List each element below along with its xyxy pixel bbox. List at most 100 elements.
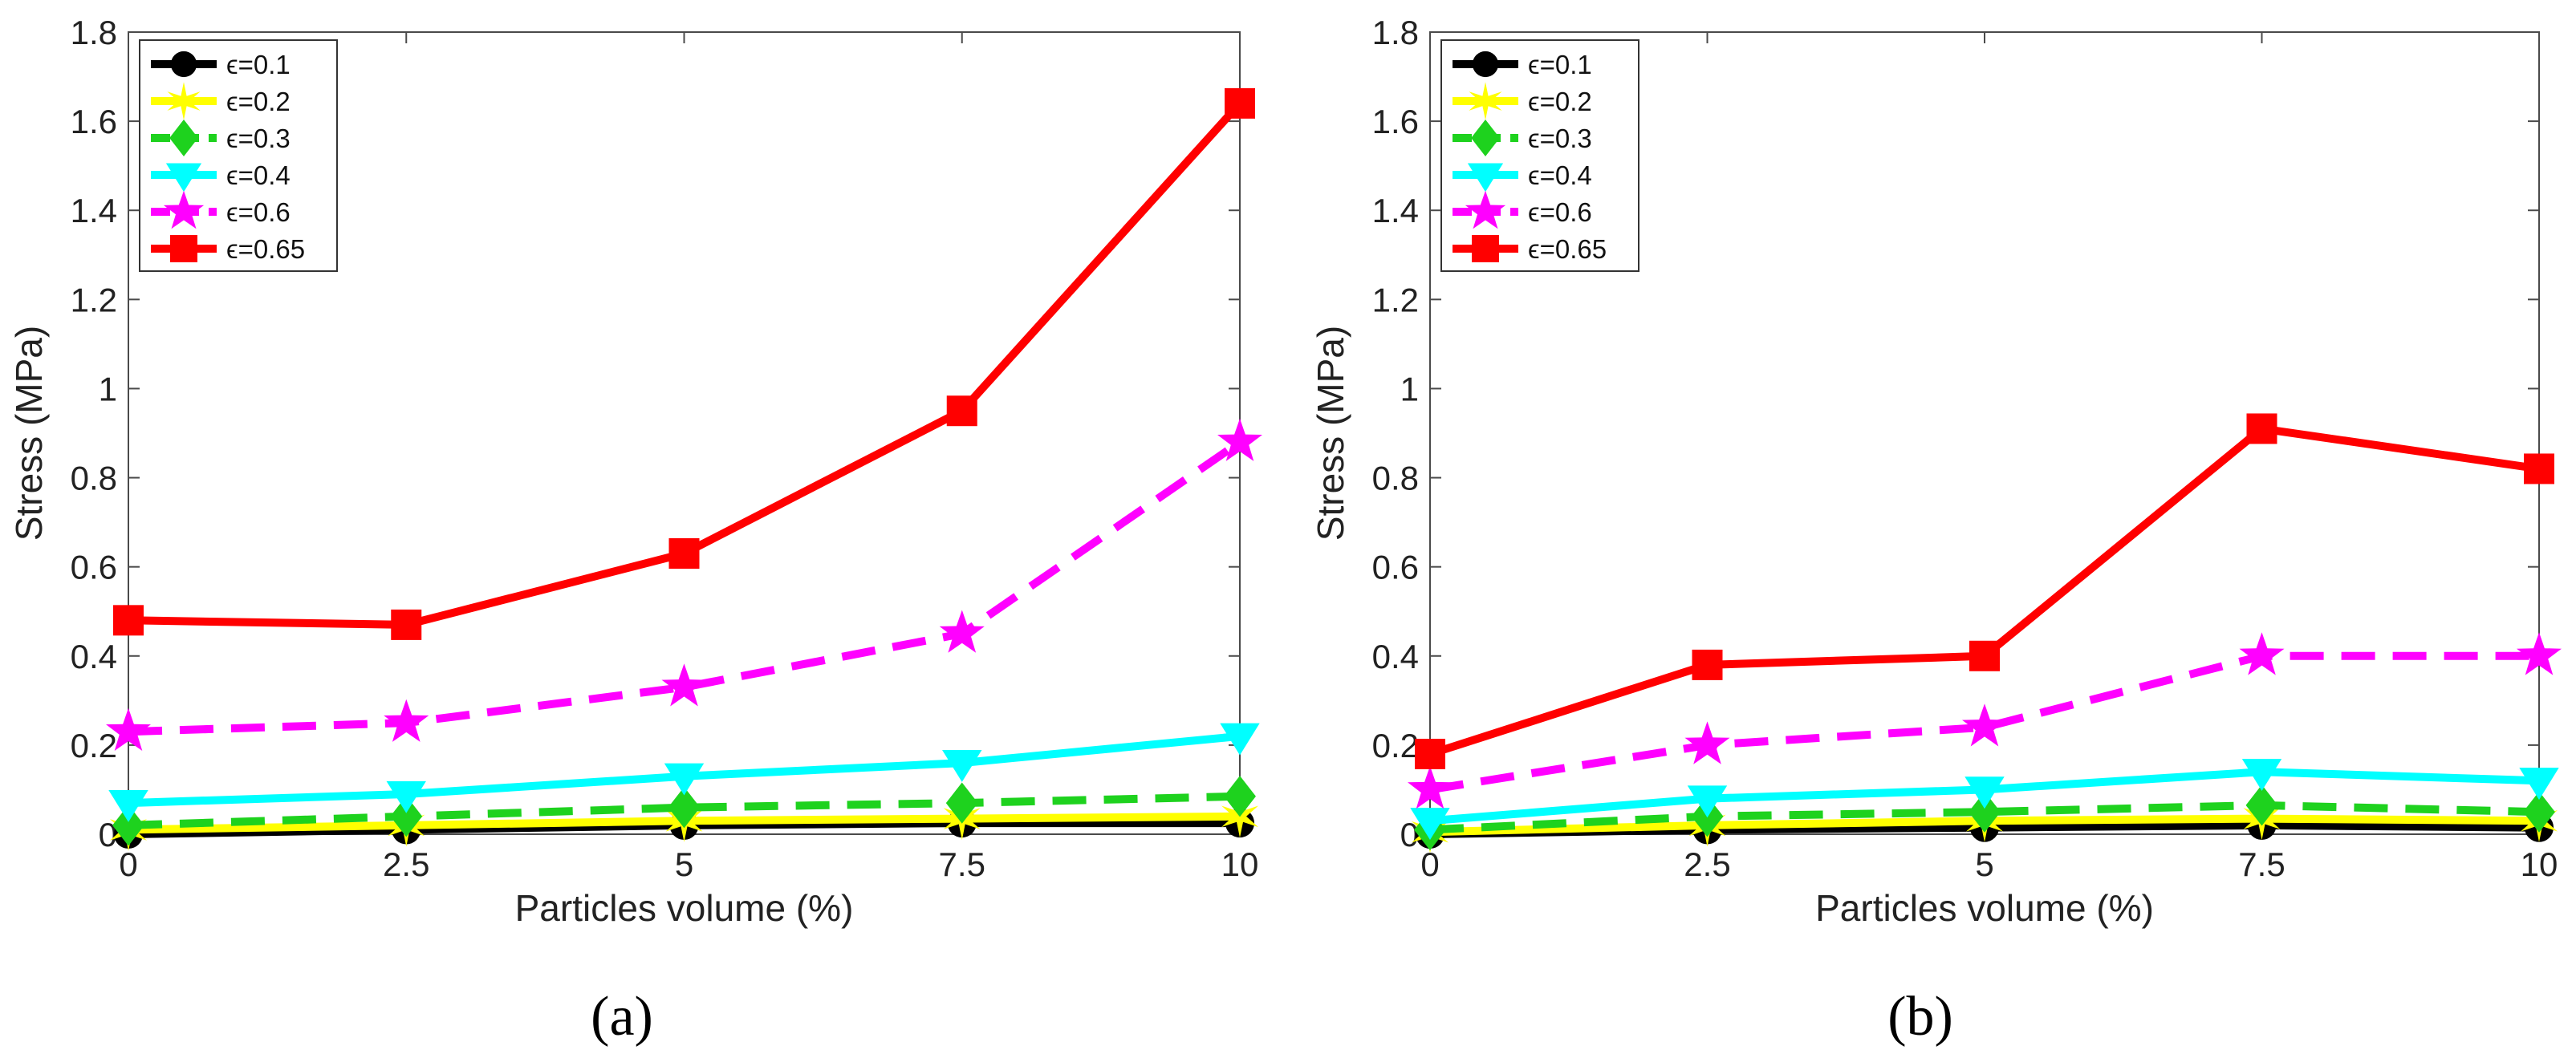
data-point xyxy=(1220,723,1260,756)
y-tick-label: 0.6 xyxy=(1372,549,1419,586)
legend-label: ϵ=0.65 xyxy=(1528,234,1607,264)
legend-item: ϵ=0.1 xyxy=(151,50,291,79)
legend-item: ϵ=0.2 xyxy=(1453,82,1592,120)
data-point xyxy=(946,395,977,427)
series-line xyxy=(128,792,1241,829)
x-tick-label: 0 xyxy=(1420,845,1439,883)
y-tick-label: 1.6 xyxy=(1372,103,1419,140)
legend-box xyxy=(139,39,338,272)
data-point xyxy=(661,663,707,707)
legend-label: ϵ=0.65 xyxy=(226,234,305,264)
data-point xyxy=(1684,721,1730,764)
data-point xyxy=(113,605,144,636)
legend-box xyxy=(1440,39,1639,272)
data-point xyxy=(1969,791,2001,833)
series-0.4 xyxy=(1410,759,2559,841)
x-tick-label: 7.5 xyxy=(2238,845,2285,883)
x-axis-label: Particles volume (%) xyxy=(515,887,854,929)
series-0.6 xyxy=(1408,632,2562,809)
legend-item: ϵ=0.4 xyxy=(151,160,291,193)
series-0.3 xyxy=(112,776,1256,846)
legend-label: ϵ=0.4 xyxy=(1528,160,1592,190)
y-tick-label: 0.6 xyxy=(71,549,117,586)
legend-item: ϵ=0.2 xyxy=(151,82,291,120)
y-tick-label: 1.6 xyxy=(71,103,117,140)
data-point xyxy=(2241,759,2282,791)
y-tick-label: 0.8 xyxy=(1372,460,1419,497)
data-point xyxy=(386,780,426,813)
y-tick-label: 1.4 xyxy=(71,192,117,229)
x-tick-label: 5 xyxy=(1975,845,1993,883)
legend-label: ϵ=0.2 xyxy=(1528,87,1592,116)
legend-label: ϵ=0.1 xyxy=(226,50,291,79)
data-point xyxy=(2246,413,2277,444)
legend: ϵ=0.1 ϵ=0.2 ϵ=0.3 ϵ=0.4 ϵ=0.6 ϵ=0.65 xyxy=(139,39,338,272)
data-point xyxy=(668,787,701,829)
data-point xyxy=(2245,784,2278,826)
legend-label: ϵ=0.6 xyxy=(226,197,291,227)
series-0.65 xyxy=(1415,413,2554,769)
series-0.4 xyxy=(108,723,1260,822)
y-tick-label: 0 xyxy=(1400,816,1419,853)
legend-label: ϵ=0.3 xyxy=(226,124,291,153)
data-point xyxy=(108,789,148,822)
legend-label: ϵ=0.2 xyxy=(226,87,291,116)
data-point xyxy=(106,707,151,751)
legend-swatch-marker xyxy=(165,163,202,193)
data-point xyxy=(664,763,705,796)
series-line xyxy=(128,438,1242,736)
legend-swatch-marker xyxy=(1467,163,1504,193)
x-tick-label: 10 xyxy=(2521,845,2558,883)
data-point xyxy=(1225,87,1255,119)
legend-item: ϵ=0.3 xyxy=(1453,120,1592,156)
legend-swatch-marker xyxy=(167,82,201,120)
data-point xyxy=(1415,739,1445,769)
legend-swatch-marker xyxy=(1472,51,1499,78)
y-tick-label: 1.2 xyxy=(71,281,117,318)
data-point xyxy=(2517,632,2562,675)
legend-swatch-marker xyxy=(170,51,197,78)
legend-swatch-marker xyxy=(170,235,197,262)
x-tick-label: 2.5 xyxy=(383,845,429,883)
y-axis-label: Stress (MPa) xyxy=(8,326,50,541)
series-0.65 xyxy=(113,87,1255,640)
y-tick-label: 1.4 xyxy=(1372,192,1419,229)
legend-swatch-marker xyxy=(169,120,198,156)
legend-item: ϵ=0.65 xyxy=(151,234,305,264)
y-tick-label: 1.8 xyxy=(1372,14,1419,51)
legend-item: ϵ=0.1 xyxy=(1453,50,1592,79)
data-point xyxy=(945,782,978,824)
series-0.6 xyxy=(106,418,1262,751)
data-point xyxy=(939,610,985,653)
legend: ϵ=0.1 ϵ=0.2 ϵ=0.3 ϵ=0.4 ϵ=0.6 ϵ=0.65 xyxy=(1440,39,1639,272)
legend-item: ϵ=0.6 xyxy=(1453,190,1592,229)
data-point xyxy=(1224,776,1256,817)
data-point xyxy=(1408,766,1453,809)
legend-swatch-marker xyxy=(1471,120,1500,156)
y-tick-label: 1.8 xyxy=(71,14,117,51)
data-point xyxy=(1217,418,1262,461)
data-point xyxy=(1969,640,2000,671)
data-point xyxy=(1965,776,2005,809)
data-point xyxy=(2524,453,2554,484)
chart-panel-a: 0 2.5 5 7.5 1000.20.40.60.811.21.41.61.8Part… xyxy=(8,14,1262,929)
y-tick-label: 0.8 xyxy=(71,460,117,497)
y-tick-label: 0.4 xyxy=(1372,638,1419,675)
y-tick-label: 0.2 xyxy=(71,727,117,764)
y-tick-label: 0.2 xyxy=(1372,727,1419,764)
data-point xyxy=(1962,703,2007,747)
data-point xyxy=(668,538,700,569)
x-axis-label: Particles volume (%) xyxy=(1815,887,2154,929)
data-point xyxy=(942,749,982,782)
legend-item: ϵ=0.4 xyxy=(1453,160,1592,193)
legend-item: ϵ=0.3 xyxy=(151,120,291,156)
chart-panel-b: 0 2.5 5 7.5 10 0 0.2 0.4 0.6 0.8 1 1.2 1.4 1.6 1.8 Part… xyxy=(1310,14,2562,929)
legend-item: ϵ=0.6 xyxy=(151,190,291,229)
data-point xyxy=(1692,649,1723,680)
data-point xyxy=(384,699,429,742)
caption-a: (a) xyxy=(591,986,653,1048)
legend-swatch-marker xyxy=(1472,235,1499,262)
legend-swatch-marker xyxy=(1465,190,1506,229)
data-point xyxy=(1687,785,1728,818)
